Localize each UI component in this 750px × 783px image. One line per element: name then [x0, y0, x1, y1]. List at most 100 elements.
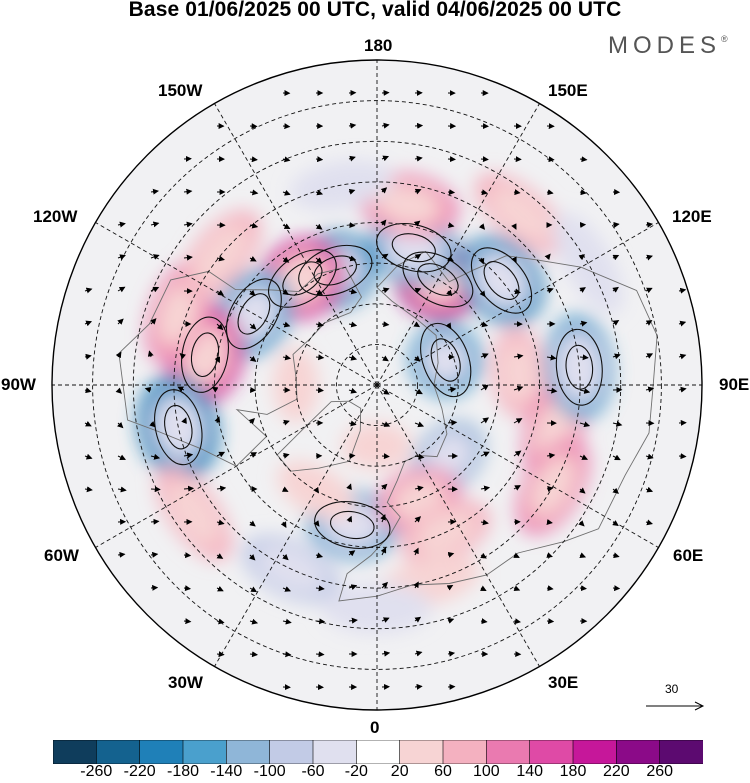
wind-arrow [480, 321, 489, 328]
wind-arrow [248, 417, 256, 425]
wind-arrow [84, 387, 92, 394]
wind-arrow [645, 453, 654, 460]
wind-arrow [214, 356, 221, 364]
wind-arrow [282, 354, 292, 361]
wind-arrow [381, 581, 389, 589]
wind-arrow [678, 320, 687, 327]
wind-arrow [513, 418, 523, 424]
wind-arrow [612, 420, 623, 427]
meridian-line [376, 103, 540, 386]
wind-arrow [150, 518, 160, 525]
wind-arrow [513, 353, 524, 360]
wind-arrow [117, 286, 126, 293]
wind-arrow [249, 452, 258, 458]
wind-arrow [144, 386, 152, 393]
contour-line [417, 263, 459, 296]
wind-arrow [216, 289, 225, 296]
contour-line [430, 338, 461, 382]
anomaly-level [426, 340, 465, 380]
contour-line [181, 316, 229, 393]
wind-arrow [84, 287, 93, 294]
wind-arrow [478, 223, 486, 230]
wind-arrow [579, 585, 587, 592]
wind-arrow [578, 254, 586, 261]
wind-arrow [612, 552, 620, 559]
wind-arrow [315, 651, 325, 658]
wind-arrow [84, 486, 93, 493]
anomaly-center [409, 323, 482, 397]
colorbar-segment [182, 740, 228, 764]
wind-arrow [544, 253, 551, 261]
wind-arrow [414, 616, 422, 623]
anomaly-level [280, 257, 325, 300]
colorbar-tick-label: -260 [80, 763, 113, 780]
wind-arrow [678, 353, 687, 360]
wind-arrow [183, 585, 191, 592]
contour-group [154, 389, 203, 466]
wind-arrow [447, 255, 454, 262]
wind-arrow [645, 353, 654, 359]
wind-arrow [84, 453, 93, 460]
wind-arrow [249, 355, 257, 362]
wind-arrow [480, 618, 488, 625]
colorbar-segment [572, 740, 618, 764]
wind-arrow [211, 386, 219, 393]
wind-arrow [315, 223, 323, 230]
wind-arrow [414, 253, 422, 260]
wind-arrow [447, 551, 455, 558]
wind-arrow [579, 287, 586, 293]
wind-arrow [612, 454, 621, 461]
brand-logo: MODES® [608, 32, 728, 60]
wind-arrow [117, 551, 126, 558]
wind-arrow [348, 188, 356, 195]
wind-arrow [381, 388, 390, 395]
wind-arrow [216, 323, 224, 331]
wind-arrow [282, 586, 292, 592]
colorbar-tick-label: 260 [646, 763, 674, 780]
wind-arrow [249, 256, 257, 262]
colorbar-tick-label: 180 [559, 763, 587, 780]
wind-arrow [480, 156, 489, 163]
wind-arrow [546, 519, 553, 525]
wind-arrow [480, 189, 488, 196]
wind-arrow [282, 156, 291, 163]
lon-label-90w: 90W [1, 375, 36, 394]
latitude-circle [92, 100, 662, 670]
wind-arrow [84, 320, 93, 327]
wind-arrow [348, 155, 356, 162]
wind-arrow [447, 222, 455, 229]
wind-arrow [280, 521, 287, 528]
wind-arrow [315, 156, 324, 163]
colorbar-segment [226, 740, 271, 764]
wind-arrow [414, 453, 425, 460]
colorbar-segment [529, 740, 574, 764]
wind-arrow [249, 222, 259, 229]
wind-arrow [480, 417, 490, 424]
colorbar-segment [312, 740, 358, 764]
wind-arrow [183, 452, 194, 459]
wind-arrow [282, 123, 291, 130]
wind-arrow [414, 287, 422, 294]
anomaly-level [289, 160, 394, 210]
wind-arrow [546, 452, 556, 459]
wind-arrow [445, 322, 452, 330]
wind-arrow [315, 257, 323, 264]
wind-arrow [546, 354, 557, 361]
wind-arrow [447, 419, 458, 426]
wind-arrow [282, 321, 291, 328]
wind-arrow [348, 354, 358, 361]
contour-line [420, 322, 472, 398]
wind-arrow [249, 520, 256, 527]
wind-arrow [282, 553, 289, 561]
wind-arrow [177, 386, 185, 393]
contour-group [420, 322, 472, 398]
wind-arrow [381, 453, 390, 460]
colorbar-tick-label: 60 [434, 763, 452, 780]
anomaly-level [389, 227, 439, 268]
wind-arrow [447, 189, 456, 196]
meridian-line [95, 222, 378, 386]
colorbar-segment [96, 740, 141, 764]
lon-label-150e: 150E [548, 81, 588, 100]
wind-arrow [479, 290, 486, 298]
wind-arrow [579, 454, 589, 460]
